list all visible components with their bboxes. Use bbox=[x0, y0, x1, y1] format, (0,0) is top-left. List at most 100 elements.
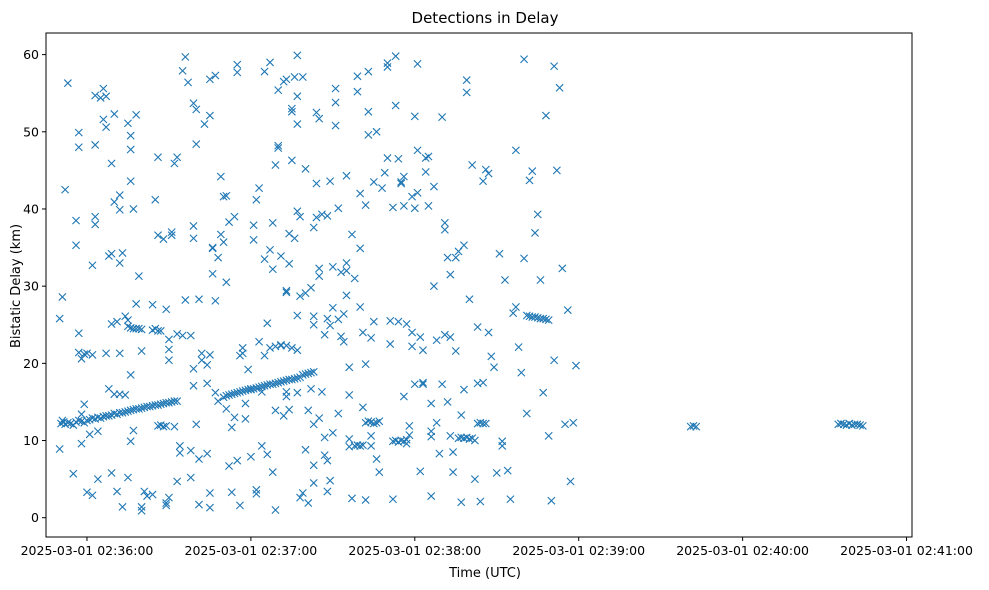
data-point bbox=[315, 264, 324, 273]
data-point bbox=[531, 313, 539, 322]
data-point bbox=[82, 488, 91, 497]
data-point bbox=[315, 272, 324, 281]
data-point bbox=[410, 204, 419, 213]
data-point bbox=[309, 461, 318, 470]
data-point bbox=[205, 111, 214, 120]
data-point bbox=[252, 195, 261, 204]
data-point bbox=[104, 411, 113, 420]
data-point bbox=[490, 363, 499, 372]
data-point bbox=[309, 312, 318, 321]
x-tick-label: 2025-03-01 02:41:00 bbox=[840, 543, 973, 558]
data-point bbox=[192, 140, 201, 149]
data-point bbox=[80, 400, 89, 409]
data-point bbox=[249, 235, 258, 244]
data-point bbox=[282, 286, 291, 295]
data-point bbox=[350, 274, 359, 283]
data-point bbox=[255, 383, 264, 392]
data-point bbox=[241, 414, 250, 423]
data-point bbox=[121, 390, 130, 399]
data-point bbox=[164, 335, 173, 344]
data-point bbox=[561, 420, 570, 429]
data-point bbox=[126, 131, 135, 140]
data-point bbox=[356, 189, 365, 198]
data-point bbox=[181, 296, 190, 305]
data-point bbox=[249, 221, 258, 230]
data-point bbox=[85, 430, 94, 439]
data-point bbox=[255, 184, 264, 193]
data-point bbox=[307, 283, 315, 292]
data-point bbox=[563, 306, 572, 315]
data-point bbox=[72, 216, 81, 225]
data-point bbox=[520, 55, 529, 64]
data-point bbox=[274, 86, 283, 95]
data-point bbox=[88, 261, 97, 270]
data-point bbox=[328, 428, 337, 437]
data-point bbox=[383, 59, 392, 68]
data-point bbox=[203, 360, 212, 369]
data-point bbox=[353, 87, 362, 96]
y-tick-label: 30 bbox=[23, 279, 39, 294]
data-point bbox=[375, 468, 384, 477]
data-point bbox=[274, 141, 283, 150]
data-point bbox=[470, 436, 479, 445]
data-point bbox=[484, 169, 493, 178]
data-point bbox=[162, 499, 171, 508]
data-point bbox=[544, 316, 553, 325]
data-point bbox=[506, 495, 515, 504]
data-point bbox=[244, 365, 253, 374]
data-point bbox=[312, 213, 321, 222]
data-point bbox=[492, 468, 501, 477]
data-point bbox=[91, 212, 100, 221]
data-point bbox=[222, 278, 231, 287]
data-point bbox=[77, 439, 86, 448]
data-point bbox=[173, 477, 182, 486]
data-point bbox=[154, 153, 162, 162]
data-point bbox=[408, 342, 417, 351]
data-point bbox=[189, 99, 198, 108]
data-point bbox=[266, 343, 275, 352]
data-point bbox=[164, 345, 173, 354]
data-point bbox=[271, 505, 280, 514]
data-point bbox=[293, 120, 302, 129]
data-point bbox=[235, 501, 244, 510]
data-point bbox=[449, 468, 458, 477]
data-point bbox=[145, 402, 154, 411]
data-point bbox=[246, 384, 255, 393]
data-point bbox=[334, 204, 343, 213]
data-point bbox=[132, 299, 141, 308]
data-point bbox=[462, 76, 471, 85]
data-point bbox=[192, 105, 201, 114]
data-point bbox=[274, 378, 283, 387]
data-point bbox=[82, 349, 91, 358]
data-point bbox=[312, 108, 321, 117]
data-point bbox=[99, 115, 108, 124]
data-point bbox=[279, 377, 288, 386]
data-point bbox=[214, 397, 223, 406]
data-point bbox=[282, 75, 291, 84]
data-point bbox=[446, 333, 455, 342]
data-point bbox=[342, 259, 351, 267]
data-point bbox=[326, 476, 335, 485]
data-point bbox=[544, 431, 553, 440]
x-axis-label: Time (UTC) bbox=[448, 566, 521, 581]
data-point bbox=[107, 319, 116, 328]
data-point bbox=[123, 316, 132, 325]
data-point bbox=[74, 143, 83, 152]
data-point bbox=[293, 388, 302, 397]
data-point bbox=[487, 352, 496, 361]
data-point bbox=[692, 422, 701, 431]
data-point bbox=[495, 249, 504, 258]
data-point bbox=[233, 60, 242, 69]
data-point bbox=[419, 346, 427, 355]
data-point bbox=[364, 107, 373, 116]
data-point bbox=[268, 265, 277, 274]
data-point bbox=[511, 146, 520, 155]
data-point bbox=[440, 225, 449, 234]
data-point bbox=[566, 477, 575, 486]
data-point bbox=[227, 423, 236, 432]
data-point bbox=[446, 431, 455, 440]
data-point bbox=[271, 379, 280, 388]
data-point bbox=[74, 329, 83, 338]
data-point bbox=[429, 282, 438, 291]
